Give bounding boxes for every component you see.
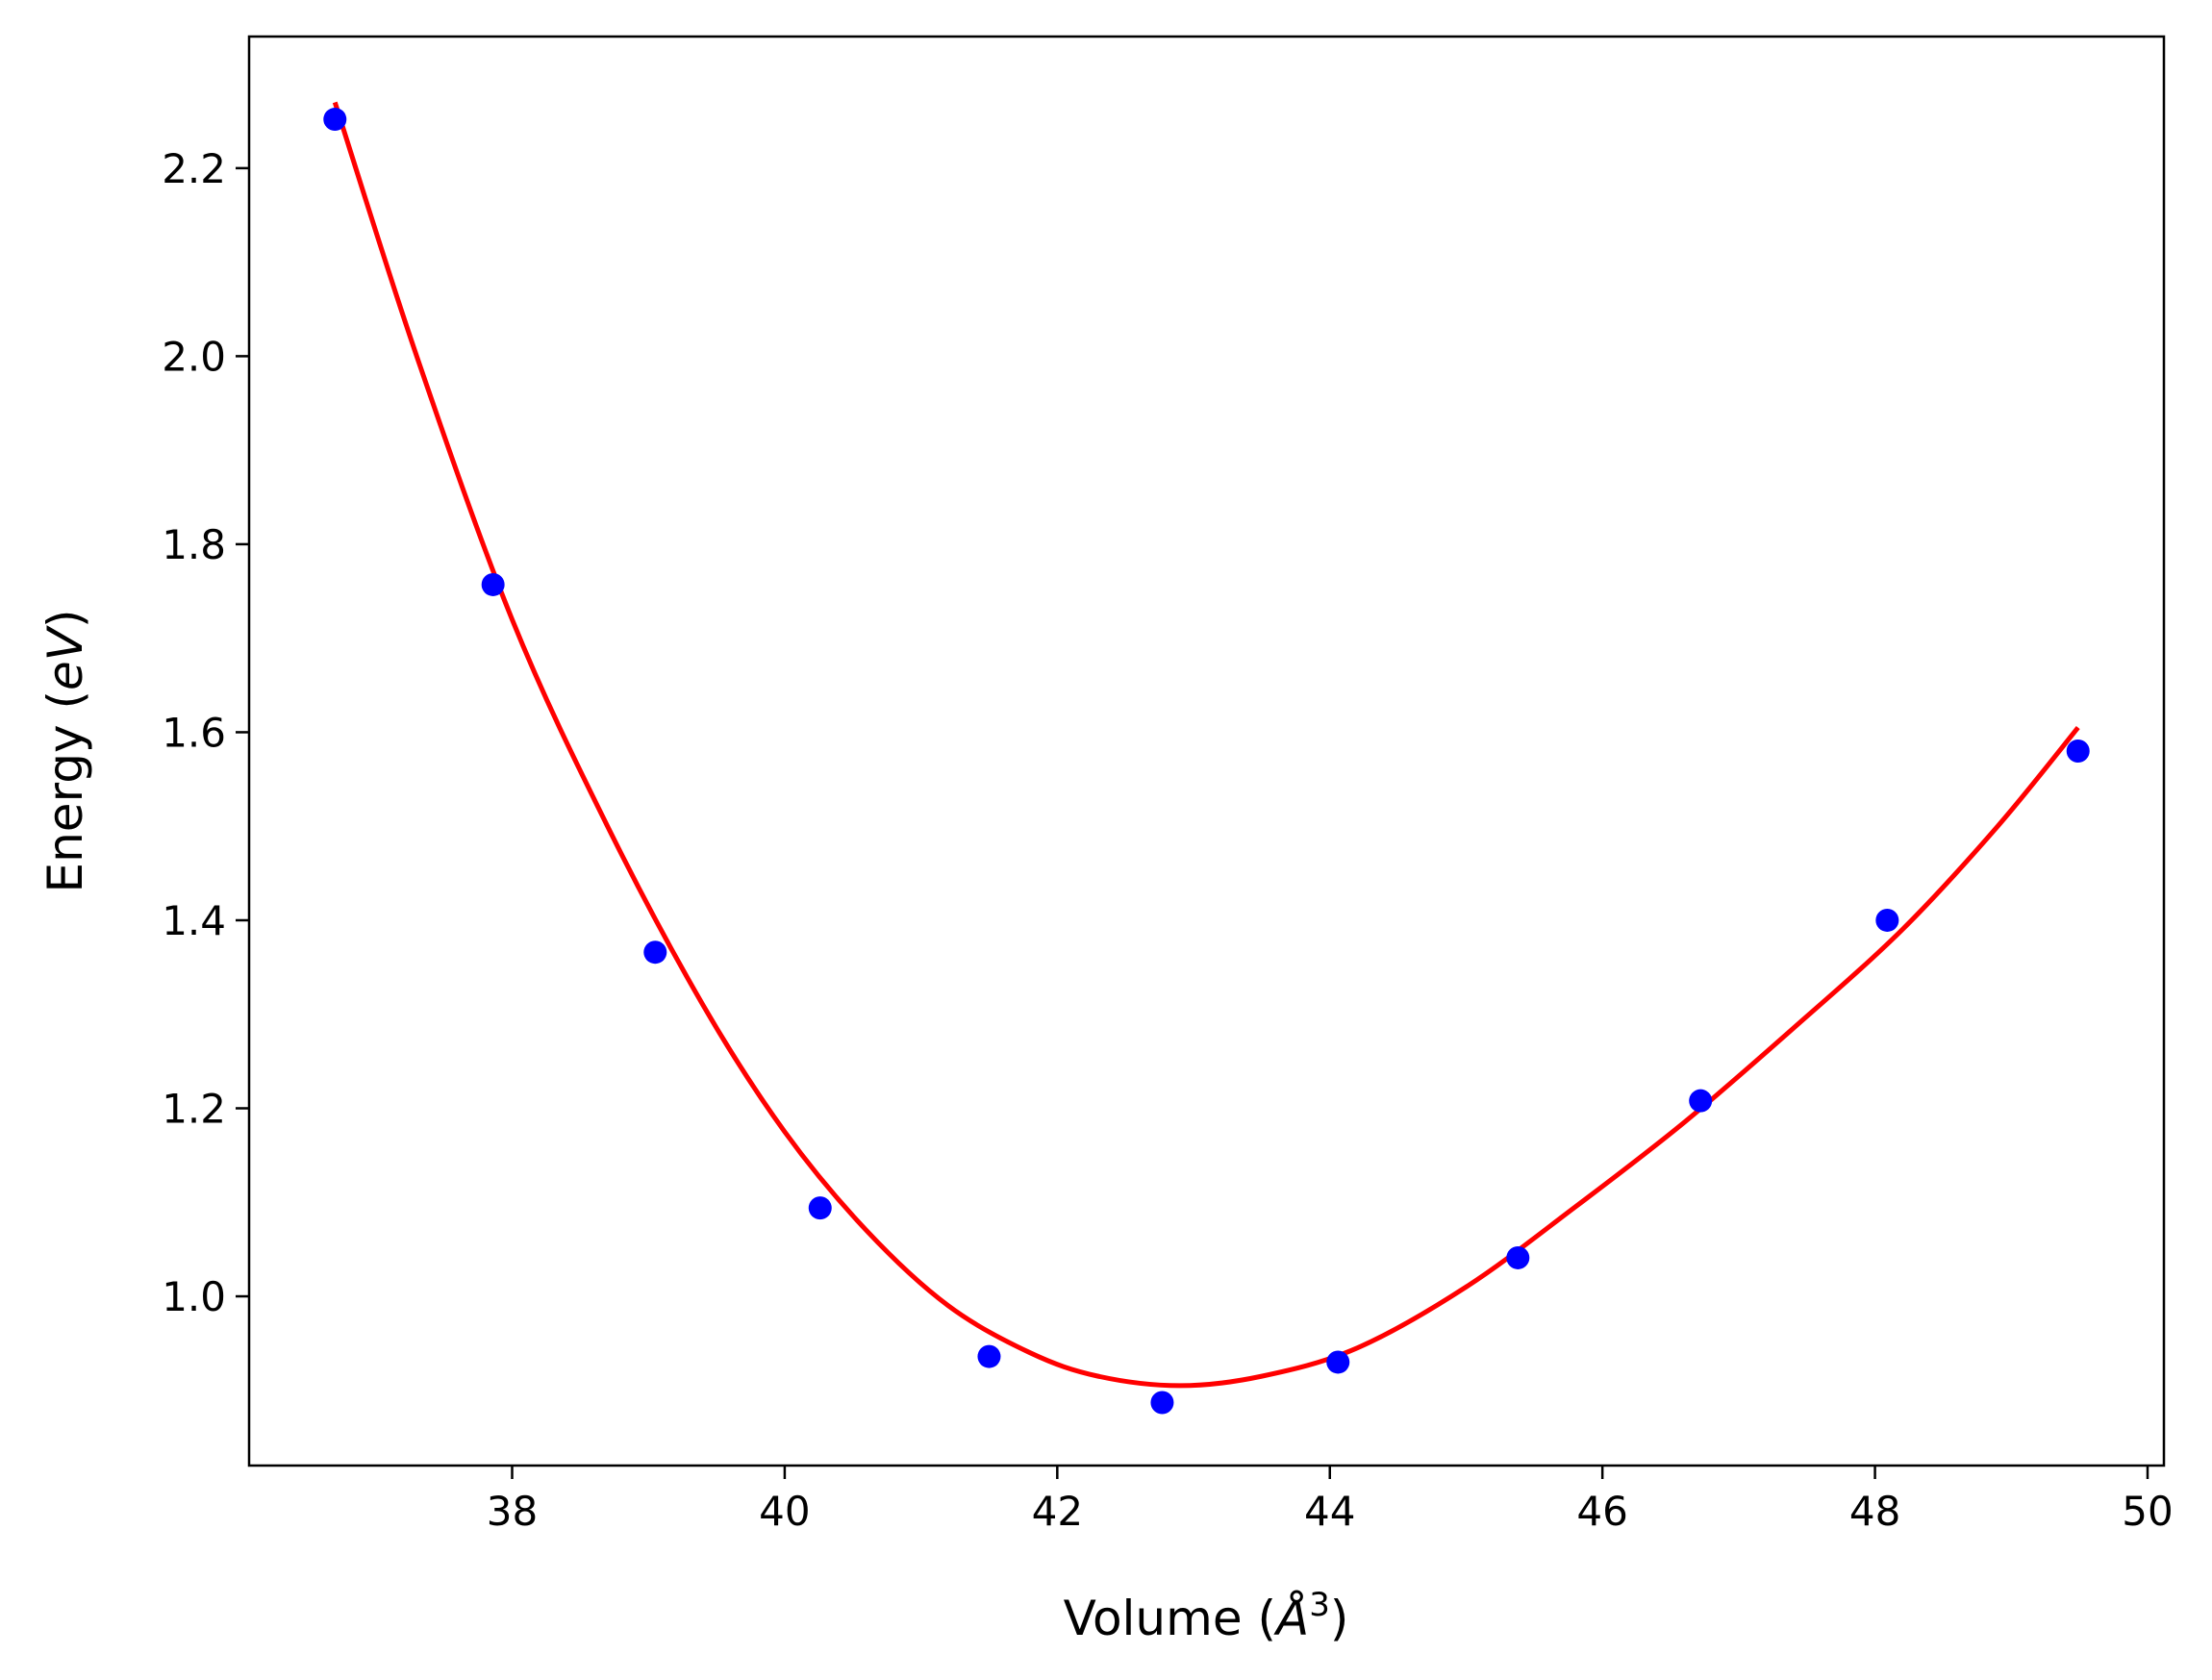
fit-curve: [332, 101, 2080, 1389]
y-tick-label: 2.0: [162, 333, 226, 380]
x-tick-label: 38: [487, 1488, 538, 1535]
x-tick-label: 50: [2122, 1488, 2173, 1535]
data-point: [2066, 740, 2090, 763]
x-tick-label: 46: [1576, 1488, 1627, 1535]
y-tick-label: 1.0: [162, 1273, 226, 1320]
y-axis: 1.0 1.2 1.4 1.6 1.8 2.0 2.2: [162, 145, 249, 1320]
x-tick-label: 42: [1032, 1488, 1083, 1535]
x-axis-title: Volume (Å3): [1064, 1586, 1349, 1646]
data-point: [1875, 908, 1899, 932]
x-tick-label: 40: [759, 1488, 810, 1535]
data-point: [481, 572, 505, 596]
data-point: [1326, 1350, 1350, 1374]
y-tick-label: 2.2: [162, 145, 226, 192]
data-point: [1150, 1391, 1174, 1415]
y-tick-label: 1.2: [162, 1086, 226, 1133]
y-tick-label: 1.4: [162, 897, 226, 944]
plot-marks: [323, 101, 2090, 1415]
x-axis: 38 40 42 44 46 48 50: [487, 1466, 2174, 1535]
data-point: [323, 108, 347, 132]
x-tick-label: 48: [1849, 1488, 1900, 1535]
y-tick-label: 1.6: [162, 709, 226, 756]
data-point: [808, 1196, 832, 1220]
data-point: [1506, 1245, 1530, 1269]
y-axis-title: Energy (eV): [38, 610, 93, 893]
y-tick-label: 1.8: [162, 521, 226, 568]
data-point: [977, 1344, 1001, 1368]
data-point: [1689, 1089, 1713, 1113]
data-point: [643, 940, 667, 965]
x-tick-label: 44: [1304, 1488, 1355, 1535]
plot-frame: [247, 35, 2166, 1467]
